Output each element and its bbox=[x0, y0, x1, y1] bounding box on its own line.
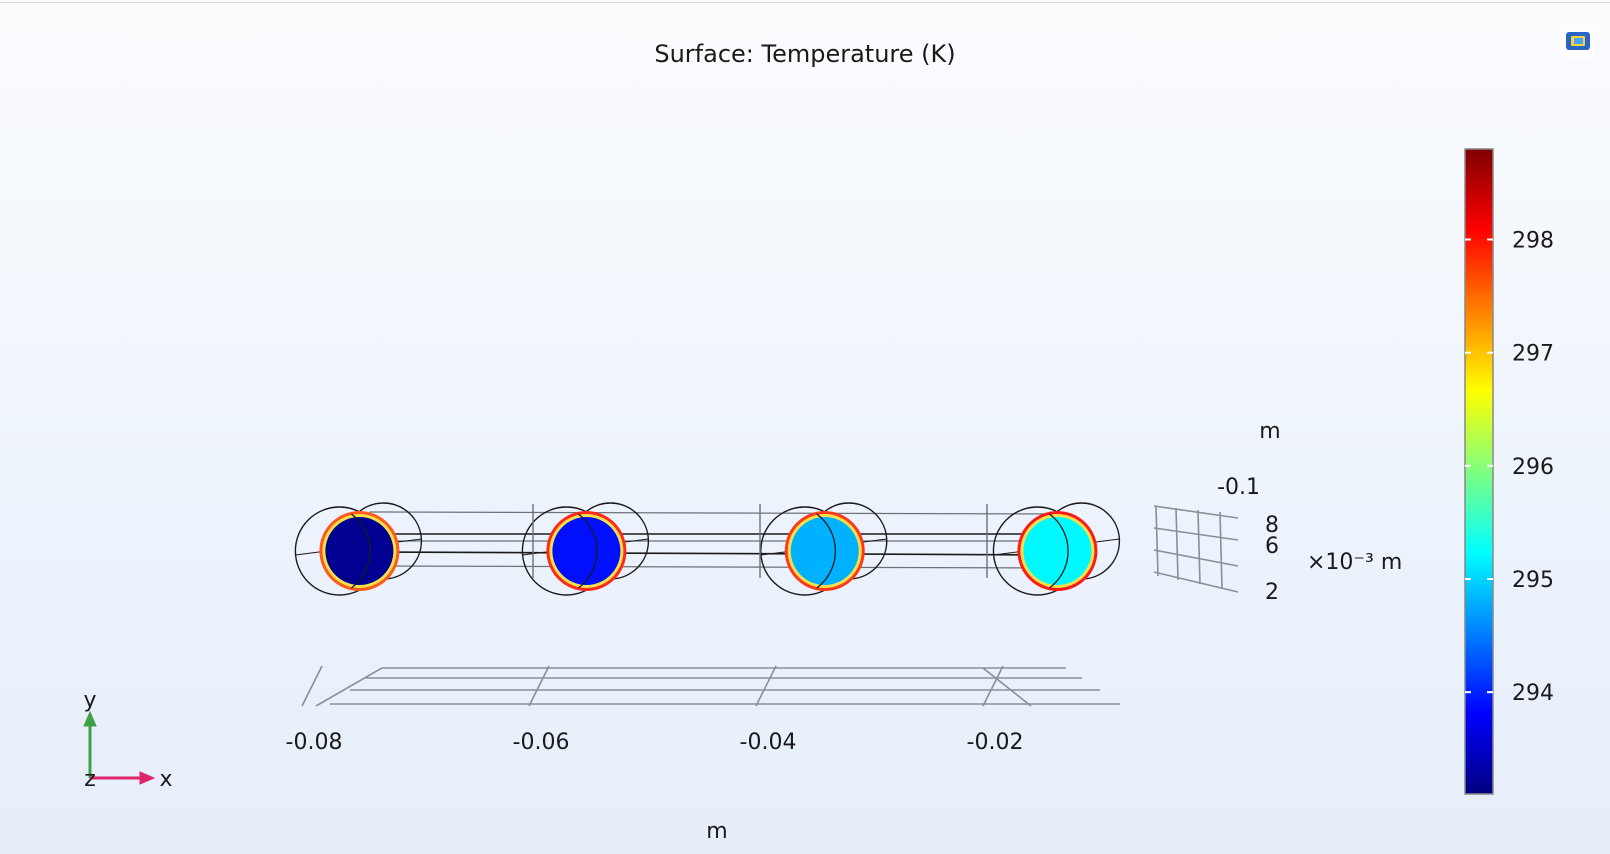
grid-line bbox=[1155, 505, 1159, 577]
surface-disk bbox=[790, 517, 859, 585]
rod-edge bbox=[369, 565, 1068, 569]
colorbar-tick-label: 297 bbox=[1512, 342, 1554, 367]
x-arrow-head bbox=[139, 771, 156, 785]
rod-edge bbox=[369, 551, 1068, 556]
surface-outline-arc bbox=[1049, 513, 1069, 589]
x-tick-label: -0.04 bbox=[740, 730, 797, 755]
colorbar-tick-label: 295 bbox=[1512, 568, 1554, 593]
surface-disk bbox=[325, 517, 394, 585]
top-border bbox=[0, 2, 1610, 3]
grid-line bbox=[301, 665, 323, 707]
surface-outline-arc bbox=[578, 513, 598, 589]
y-tick-label: 8 bbox=[1265, 513, 1279, 538]
orientation-triad: y z x bbox=[83, 688, 173, 792]
x-tick-label: -0.06 bbox=[513, 730, 570, 755]
colorbar: 294 295 296 297 298 bbox=[1464, 148, 1554, 795]
grid-line bbox=[1153, 505, 1239, 519]
colorbar-ticks: 294 295 296 297 298 bbox=[1465, 229, 1554, 706]
geometry-wireframe bbox=[294, 502, 1121, 596]
y-tick-labels: 2 68 bbox=[1265, 513, 1279, 605]
grid-line bbox=[1153, 571, 1239, 593]
colorbar-gradient bbox=[1464, 148, 1494, 795]
x-tick-label: -0.02 bbox=[967, 730, 1024, 755]
x-tick-label: -0.08 bbox=[286, 730, 343, 755]
colorbar-tick-label: 298 bbox=[1512, 229, 1554, 254]
y-arrow-head bbox=[83, 710, 97, 727]
triad-x-label: x bbox=[159, 767, 172, 792]
rod-edge bbox=[369, 511, 1068, 515]
z-tick-label: -0.1 bbox=[1217, 475, 1260, 500]
grid-line bbox=[1153, 527, 1239, 541]
grid-line bbox=[1153, 549, 1239, 567]
triad-y-label: y bbox=[83, 688, 96, 713]
grid-line bbox=[1175, 507, 1179, 581]
plot-title: Surface: Temperature (K) bbox=[654, 40, 955, 68]
grid-line bbox=[1197, 509, 1201, 585]
grid-line bbox=[982, 665, 1004, 707]
grid-line bbox=[755, 665, 777, 707]
graphics-window-icon[interactable] bbox=[1560, 24, 1594, 58]
colorbar-tick-label: 294 bbox=[1512, 681, 1554, 706]
grid-line bbox=[982, 667, 1032, 707]
colorbar-tick-label: 296 bbox=[1512, 455, 1554, 480]
surface-disk bbox=[1023, 517, 1092, 585]
grid-line bbox=[528, 665, 550, 707]
axis-grid bbox=[301, 505, 1239, 707]
y-tick-label: 2 bbox=[1265, 580, 1279, 605]
x-axis-unit-label: m bbox=[706, 819, 727, 844]
y-tick-label: 6 bbox=[1265, 534, 1279, 559]
y-axis-unit-label: ×10⁻³ m bbox=[1307, 550, 1402, 575]
surface-outline-arc bbox=[351, 513, 371, 589]
surface-outline-arc bbox=[816, 513, 837, 589]
surface-disk bbox=[552, 517, 621, 585]
grid-line bbox=[315, 667, 383, 707]
z-axis-unit-label: m bbox=[1259, 419, 1280, 444]
x-tick-labels: -0.08 -0.06 -0.04 -0.02 bbox=[286, 730, 1024, 755]
temperature-surfaces bbox=[319, 511, 1098, 591]
grid-line bbox=[1219, 511, 1223, 589]
triad-z-label: z bbox=[84, 767, 96, 792]
